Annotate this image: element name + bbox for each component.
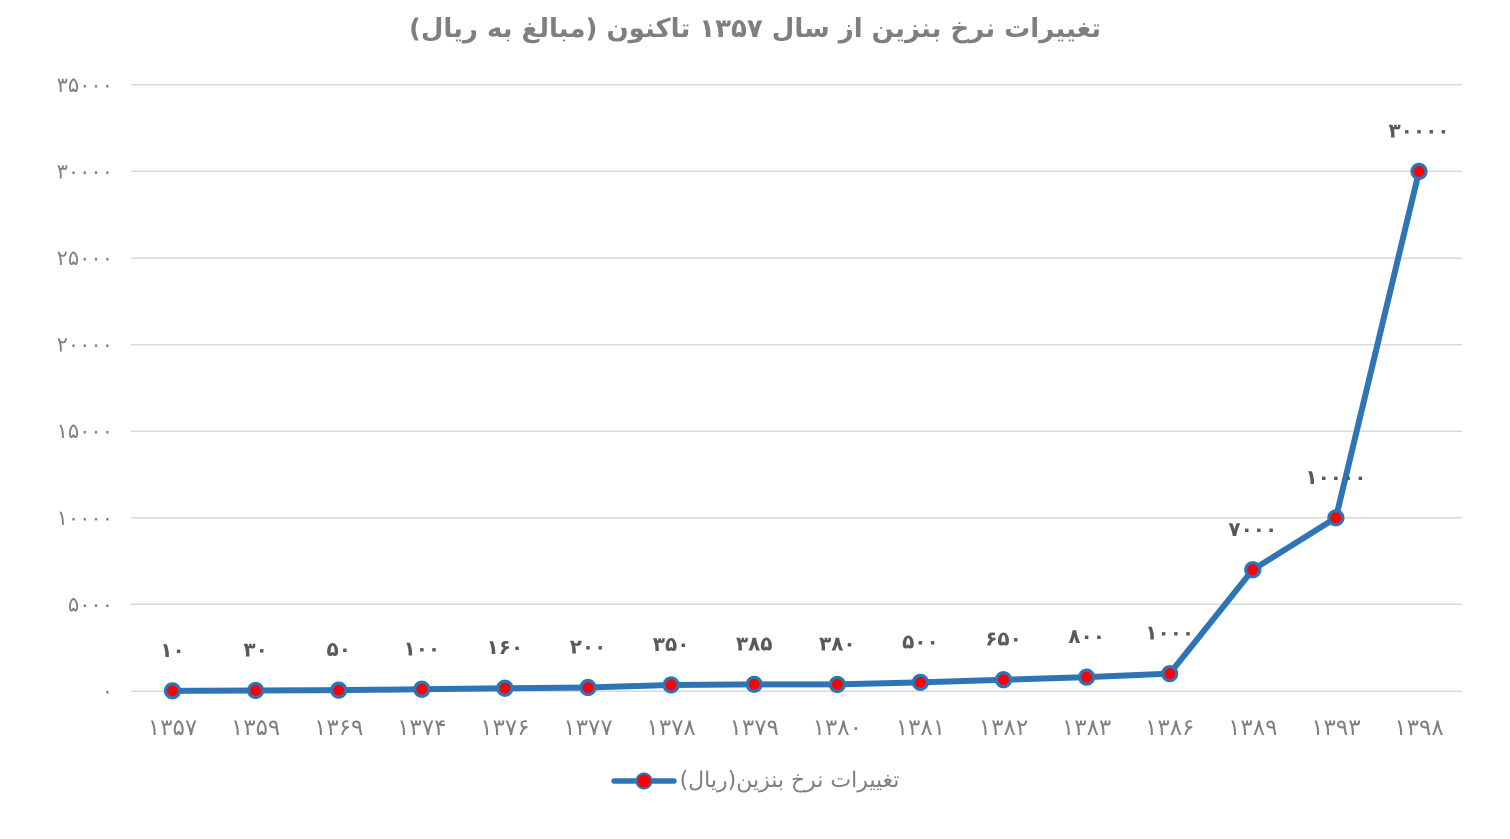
data-label: ۸۰۰	[1068, 624, 1105, 648]
x-axis-tick-label: ۱۳۸۶	[1145, 715, 1194, 741]
y-axis-tick-label: ۲۰۰۰۰	[57, 333, 113, 357]
data-label: ۱۰۰۰	[1145, 621, 1194, 645]
data-label: ۶۵۰	[985, 627, 1022, 651]
data-label: ۲۰۰	[570, 635, 607, 659]
data-point	[662, 676, 680, 694]
x-axis-tick-label: ۱۳۷۴	[397, 715, 446, 741]
data-point	[579, 678, 597, 697]
series-line	[169, 168, 1422, 694]
data-label: ۳۵۰	[653, 632, 690, 656]
legend-label: تغییرات نرخ بنزین(ریال)	[679, 768, 900, 793]
x-axis-tick-label: ۱۳۷۷	[563, 715, 612, 741]
legend-line-marker-icon	[610, 772, 677, 789]
data-label: ۱۶۰	[487, 635, 524, 659]
plot-area: ۰ ۵۰۰۰ ۱۰۰۰۰ ۱۵۰۰۰ ۲۰۰۰۰ ۲۵۰۰۰ ۳۰۰۰۰ ۳۵۰۰۰ ۱۳۵۷ ۱…	[57, 73, 1462, 741]
x-axis-tick-label: ۱۳۹۳	[1311, 715, 1360, 741]
data-point	[911, 673, 930, 691]
data-label: ۱۰۰۰۰	[1305, 465, 1366, 489]
x-axis-tick-label: ۱۳۸۳	[1062, 715, 1111, 741]
data-label: ۵۰	[326, 637, 350, 661]
data-label: ۱۰۰	[403, 636, 440, 660]
chart-title: تغییرات نرخ بنزین از سال ۱۳۵۷ تاکنون (مب…	[408, 14, 1102, 44]
y-axis-tick-label: ۰	[102, 679, 113, 703]
data-label: ۱۰	[160, 638, 184, 662]
x-axis-tick-label: ۱۳۷۹	[729, 715, 778, 741]
data-point	[828, 675, 846, 694]
x-axis-tick-label: ۱۳۷۸	[646, 715, 695, 741]
y-axis-tick-label: ۵۰۰۰	[68, 592, 113, 616]
x-axis-tick-label: ۱۳۸۲	[979, 715, 1028, 741]
data-point	[413, 680, 431, 698]
x-axis-tick-label: ۱۳۵۷	[148, 715, 197, 741]
data-point	[330, 681, 348, 699]
data-label: ۷۰۰۰	[1228, 517, 1277, 541]
y-axis-tick-label: ۲۵۰۰۰	[57, 246, 113, 270]
x-axis-tick-label: ۱۳۷۶	[480, 715, 529, 741]
x-axis-tick-label: ۱۳۹۸	[1394, 715, 1443, 741]
y-axis-tick-label: ۱۰۰۰۰	[57, 506, 113, 530]
x-axis-tick-label: ۱۳۸۰	[813, 715, 862, 741]
x-axis-tick-label: ۱۳۵۹	[231, 715, 280, 741]
data-point	[1410, 162, 1428, 180]
data-label: ۳۸۵	[736, 631, 773, 655]
x-axis-tick-label: ۱۳۸۱	[896, 715, 945, 741]
y-axis-tick-label: ۳۰۰۰۰	[57, 159, 113, 183]
data-label: ۳۰	[243, 637, 267, 661]
data-point	[496, 679, 514, 697]
legend-point-sample	[635, 772, 653, 789]
data-point	[1161, 665, 1179, 683]
y-axis-tick-label: ۳۵۰۰۰	[57, 73, 113, 97]
data-label: ۳۰۰۰۰	[1388, 118, 1449, 142]
data-point	[163, 682, 182, 700]
legend: تغییرات نرخ بنزین(ریال)	[0, 768, 1510, 793]
data-point	[1244, 561, 1262, 579]
data-point	[247, 681, 265, 700]
x-axis-tick-label: ۱۳۸۹	[1228, 715, 1277, 741]
x-axis-tick-label: ۱۳۶۹	[314, 715, 363, 741]
data-point	[745, 675, 763, 693]
data-label: ۵۰۰	[902, 629, 939, 653]
data-point	[1327, 509, 1345, 527]
data-label: ۳۸۰	[819, 631, 856, 655]
y-axis-tick-label: ۱۵۰۰۰	[57, 419, 113, 443]
data-point	[994, 671, 1013, 689]
data-point	[1077, 668, 1096, 686]
